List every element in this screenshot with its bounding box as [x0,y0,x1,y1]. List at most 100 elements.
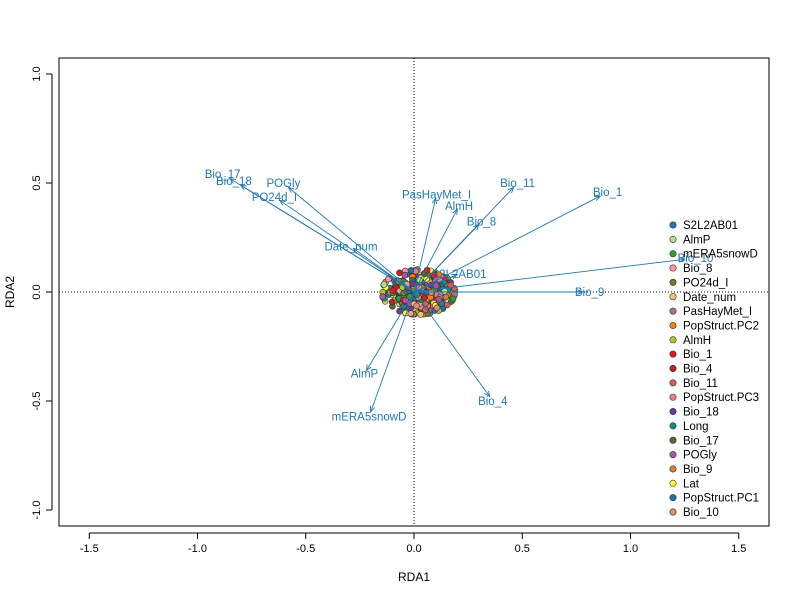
arrow-head [431,197,438,205]
arrow-label: mERA5snowD [332,412,407,424]
arrow-label: Bio_18 [216,176,252,188]
sample-point [407,310,415,317]
legend-marker [669,264,677,272]
arrow-pashaymet-i [413,198,437,293]
legend-label: POGly [683,450,717,462]
arrow-date-num [353,248,415,293]
legend-marker [669,465,677,473]
arrow-almp [365,291,415,371]
legend-label: Bio_11 [683,378,718,390]
arrow-label: Bio_9 [575,287,604,299]
arrow-bio-1 [413,195,601,293]
sample-point [385,275,392,283]
arrow-head [452,208,458,216]
legend-label: mERA5snowD [683,249,758,261]
arrow-po24d-i [279,200,415,293]
legend-label: Bio_8 [683,263,712,275]
sample-point [388,298,396,306]
legend-label: Date_num [683,292,736,304]
legend-label: Bio_18 [683,407,719,419]
legend-marker [669,293,677,301]
arrow-bio-10 [413,258,685,293]
sample-point [396,307,403,315]
x-tick-label: 1.5 [731,543,746,555]
arrow-mera5snowd [370,291,415,413]
legend-label: AlmH [683,335,711,347]
sample-point [422,306,429,314]
sample-point [402,296,409,304]
y-axis-label: RDA2 [3,276,17,308]
arrow-label: AlmP [351,369,379,381]
x-axis-label: RDA1 [398,570,430,584]
arrow-label: Bio_1 [593,187,622,199]
sample-point [443,301,451,309]
x-tick-label: -1.5 [80,543,99,555]
y-tick-label: 1.0 [31,66,43,81]
arrow-head [239,184,247,191]
y-tick-label: -0.5 [31,392,43,411]
legend-marker [669,307,677,315]
x-tick-label: -1.0 [188,543,207,555]
legend-marker [669,379,677,387]
legend-marker [669,422,677,430]
arrow-head [678,257,686,263]
sample-point [407,267,415,274]
arrow-head [369,405,376,413]
legend-label: Bio_4 [683,364,713,376]
arrow-bio-4 [413,291,491,397]
biplot-arrows [229,177,686,413]
legend-label: Bio_1 [683,349,712,361]
legend-label: Bio_9 [683,464,712,476]
legend-label: Bio_17 [683,435,719,447]
arrow-label: S2L2AB01 [432,269,487,281]
legend-marker [669,321,677,329]
sample-point [422,300,429,308]
sample-point [413,302,420,310]
legend-marker [669,350,677,358]
arrow-head [473,223,480,231]
sample-point [401,271,409,279]
legend-label: Long [683,421,709,433]
sample-point [441,287,449,295]
y-tick-label: 0.5 [31,175,43,190]
sample-point [447,281,455,289]
arrow-label: PasHayMet_I [402,190,471,202]
arrow-head [577,289,585,295]
legend-marker [669,494,677,502]
legend-marker [669,364,677,372]
arrow-head [451,274,459,280]
x-tick-label: 1.0 [623,543,638,555]
arrow-label: AlmH [445,201,473,213]
arrow-head [229,177,236,184]
legend-marker [669,336,677,344]
legend-label: PO24d_I [683,277,728,289]
arrow-bio-18 [240,184,415,293]
arrow-label: PO24d_I [252,192,297,204]
arrow-s2l2ab01 [413,274,458,293]
legend: S2L2AB01 AlmP mERA5snowD Bio_8 PO24d_I Date_n… [669,220,759,519]
sample-point [449,295,457,303]
sample-point [433,304,441,312]
legend-label: S2L2AB01 [683,220,738,232]
arrow-label: Date_num [324,242,377,254]
legend-marker [669,221,677,229]
y-tick-label: -1.0 [31,501,43,520]
arrow-label: Bio_11 [500,178,535,190]
plot-frame [58,57,770,527]
legend-marker [669,508,677,516]
arrow-pogly [288,187,415,293]
sample-point [379,293,387,300]
legend-marker [669,408,677,416]
sample-point [417,311,425,318]
arrow-head [594,195,602,201]
legend-label: Bio_10 [683,507,719,519]
legend-label: Lat [683,478,700,490]
sample-point [389,287,397,294]
legend-label: PasHayMet_I [683,306,752,318]
arrow-head [507,186,515,194]
legend-marker [669,235,677,243]
arrow-bio-8 [413,224,480,293]
arrow-head [484,390,491,398]
y-tick-label: 0.0 [31,284,43,299]
